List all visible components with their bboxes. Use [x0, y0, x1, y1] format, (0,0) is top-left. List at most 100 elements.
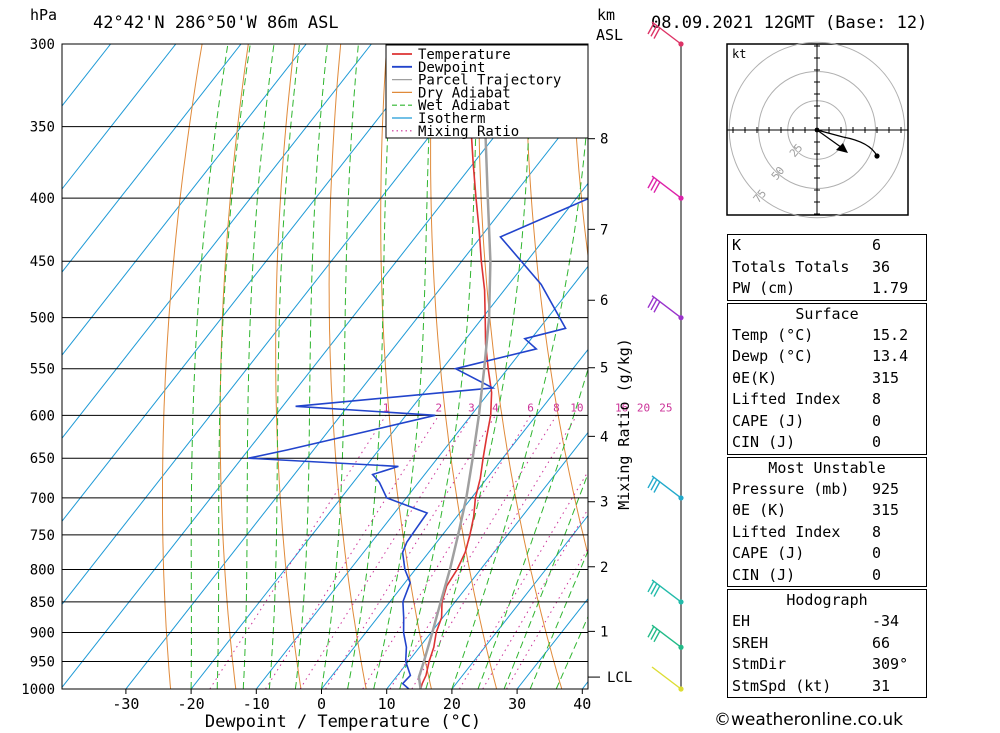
hpa-unit-label: hPa — [30, 6, 57, 24]
stats-value: 31 — [872, 676, 891, 695]
stats-row: CAPE (J) 0 — [728, 543, 926, 565]
dry-adiabat-line — [571, 44, 588, 260]
dry-adiabat-line — [275, 44, 302, 689]
mixing-ratio-label: 1 — [383, 401, 390, 414]
wind-barb-feather — [653, 300, 661, 313]
isobar-lines — [62, 44, 588, 689]
dry-adiabat-line — [162, 44, 203, 689]
stats-value: 925 — [872, 479, 900, 498]
wind-level-dot — [678, 644, 684, 650]
stats-key: Lifted Index — [732, 390, 841, 408]
wet-adiabat-line — [216, 44, 251, 689]
isotherm-line — [62, 44, 112, 107]
stats-row: EH -34 — [728, 611, 926, 633]
pressure-tick-label: 450 — [30, 254, 55, 270]
most-unstable-title: Most Unstable — [768, 458, 886, 477]
stats-key: CAPE (J) — [732, 411, 805, 430]
stats-key: SREH — [732, 633, 769, 652]
pressure-tick-label: 900 — [30, 626, 55, 642]
series-dewpoint — [248, 197, 588, 689]
mixing-ratio-line — [265, 415, 440, 689]
wind-level-dot — [678, 41, 684, 47]
pressure-tick-label: 750 — [30, 528, 55, 544]
stats-value: 13.4 — [872, 347, 909, 365]
wet-adiabat-line — [321, 44, 359, 689]
stats-value: 315 — [872, 368, 900, 387]
pressure-tick-label: 400 — [30, 191, 55, 207]
mixing-ratio-label: 25 — [659, 401, 672, 414]
wind-level-dot — [678, 599, 684, 605]
temperature-tick-label: -20 — [178, 695, 205, 713]
x-axis-title: Dewpoint / Temperature (°C) — [205, 712, 481, 732]
stats-value: 0 — [872, 433, 882, 451]
stats-key: Dewp (°C) — [732, 347, 814, 365]
pressure-tick-label: 350 — [30, 120, 55, 136]
mixing-ratio-label: 10 — [570, 401, 583, 414]
isotherm-line — [321, 348, 588, 689]
wet-adiabat-line — [242, 44, 275, 689]
legend-label: Parcel Trajectory — [418, 73, 561, 89]
mixing-ratio-axis-title: Mixing Ratio (g/kg) — [615, 338, 633, 510]
copyright-text: ©weatheronline.co.uk — [714, 710, 904, 730]
mixing-ratio-label: 6 — [527, 401, 534, 414]
mixing-ratio-label: 4 — [492, 401, 499, 414]
stats-value: 8 — [872, 390, 882, 408]
mixing-ratio-line — [362, 415, 532, 689]
surface-title: Surface — [795, 304, 859, 323]
wind-barb-feather — [647, 296, 655, 308]
stats-row: θE (K) 315 — [728, 500, 926, 522]
pressure-tick-label: 650 — [30, 451, 55, 467]
stats-value: 0 — [872, 565, 882, 584]
stats-row: θE(K) 315 — [728, 368, 926, 390]
wind-barb-feather — [650, 582, 658, 595]
wet-adiabat-line — [555, 615, 588, 689]
stats-row: CIN (J) 0 — [728, 565, 926, 587]
legend-label: Dewpoint — [418, 60, 485, 76]
wind-barb — [651, 666, 682, 690]
hodograph-table: Hodograph EH -34 SREH 66 StmDir 309° StmSpd (k… — [727, 589, 927, 698]
temperature-tick-label: 30 — [508, 695, 526, 713]
indices-table: K 6 Totals Totals 36 PW (cm) 1.79 — [727, 234, 927, 301]
stats-row: Temp (°C) 15.2 — [728, 325, 926, 347]
wind-barb-feather — [650, 24, 658, 37]
wind-barb-feather — [647, 476, 655, 489]
pressure-tick-label: 600 — [30, 408, 55, 424]
legend-label: Dry Adiabat — [418, 85, 511, 101]
stats-row: PW (cm) 1.79 — [728, 278, 926, 300]
asl-unit-label: ASL — [596, 26, 623, 44]
km-tick-label: 4 — [600, 429, 608, 445]
stats-value: 1.79 — [872, 279, 909, 297]
stats-row: SREH 66 — [728, 633, 926, 655]
wind-barb-feather — [653, 27, 661, 39]
plot-frame — [61, 43, 589, 690]
stats-row: CIN (J) 0 — [728, 432, 926, 454]
wind-barb-feather — [650, 298, 658, 311]
stats-key: StmDir — [732, 655, 787, 673]
hodograph-unit-label: kt — [732, 47, 746, 61]
isotherm-line — [190, 182, 588, 689]
stats-key: θE(K) — [732, 368, 778, 387]
stats-row: Lifted Index 8 — [728, 522, 926, 544]
hodograph-trace — [816, 129, 878, 157]
pressure-tick-label: 800 — [30, 562, 55, 578]
stats-row: Pressure (mb) 925 — [728, 479, 926, 501]
stats-key: Pressure (mb) — [732, 479, 850, 498]
wind-level-dot — [678, 495, 684, 501]
dry-adiabat-line — [988, 44, 1000, 689]
mixing-ratio-label: 2 — [435, 401, 442, 414]
km-tick-label: 8 — [600, 132, 608, 148]
stats-key: Lifted Index — [732, 522, 841, 541]
lcl-label: LCL — [607, 670, 632, 686]
temperature-tick-label: -10 — [243, 695, 270, 713]
stats-row: Lifted Index 8 — [728, 389, 926, 411]
temperature-tick-label: 40 — [573, 695, 591, 713]
stats-key: CAPE (J) — [732, 544, 805, 562]
stats-key: θE (K) — [732, 501, 787, 519]
mixing-ratio-line — [411, 415, 578, 689]
pressure-tick-label: 950 — [30, 655, 55, 671]
wind-barb-feather — [647, 580, 655, 593]
stats-key: K — [732, 236, 742, 254]
